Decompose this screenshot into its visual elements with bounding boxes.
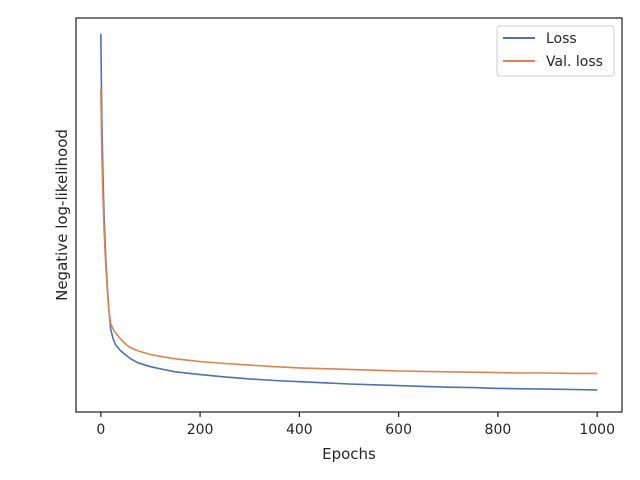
x-tick-label: 800 — [485, 422, 512, 438]
legend: Loss Val. loss — [496, 25, 615, 77]
legend-label-loss: Loss — [546, 31, 577, 47]
legend-label-val-loss: Val. loss — [546, 54, 603, 70]
x-tick-label: 400 — [286, 422, 313, 438]
series-line-val-loss — [100, 88, 598, 375]
x-tick-label: 200 — [187, 422, 214, 438]
series-layer — [100, 33, 598, 391]
x-tick-label: 0 — [96, 422, 105, 438]
x-tick-label: 600 — [385, 422, 412, 438]
x-tick-label: 1000 — [579, 422, 615, 438]
x-axis-ticks: 0 200 400 600 800 1000 — [96, 412, 615, 438]
plot-area — [75, 17, 623, 413]
x-axis-label: Epochs — [322, 445, 376, 463]
y-axis-label: Negative log-likelihood — [53, 129, 71, 301]
